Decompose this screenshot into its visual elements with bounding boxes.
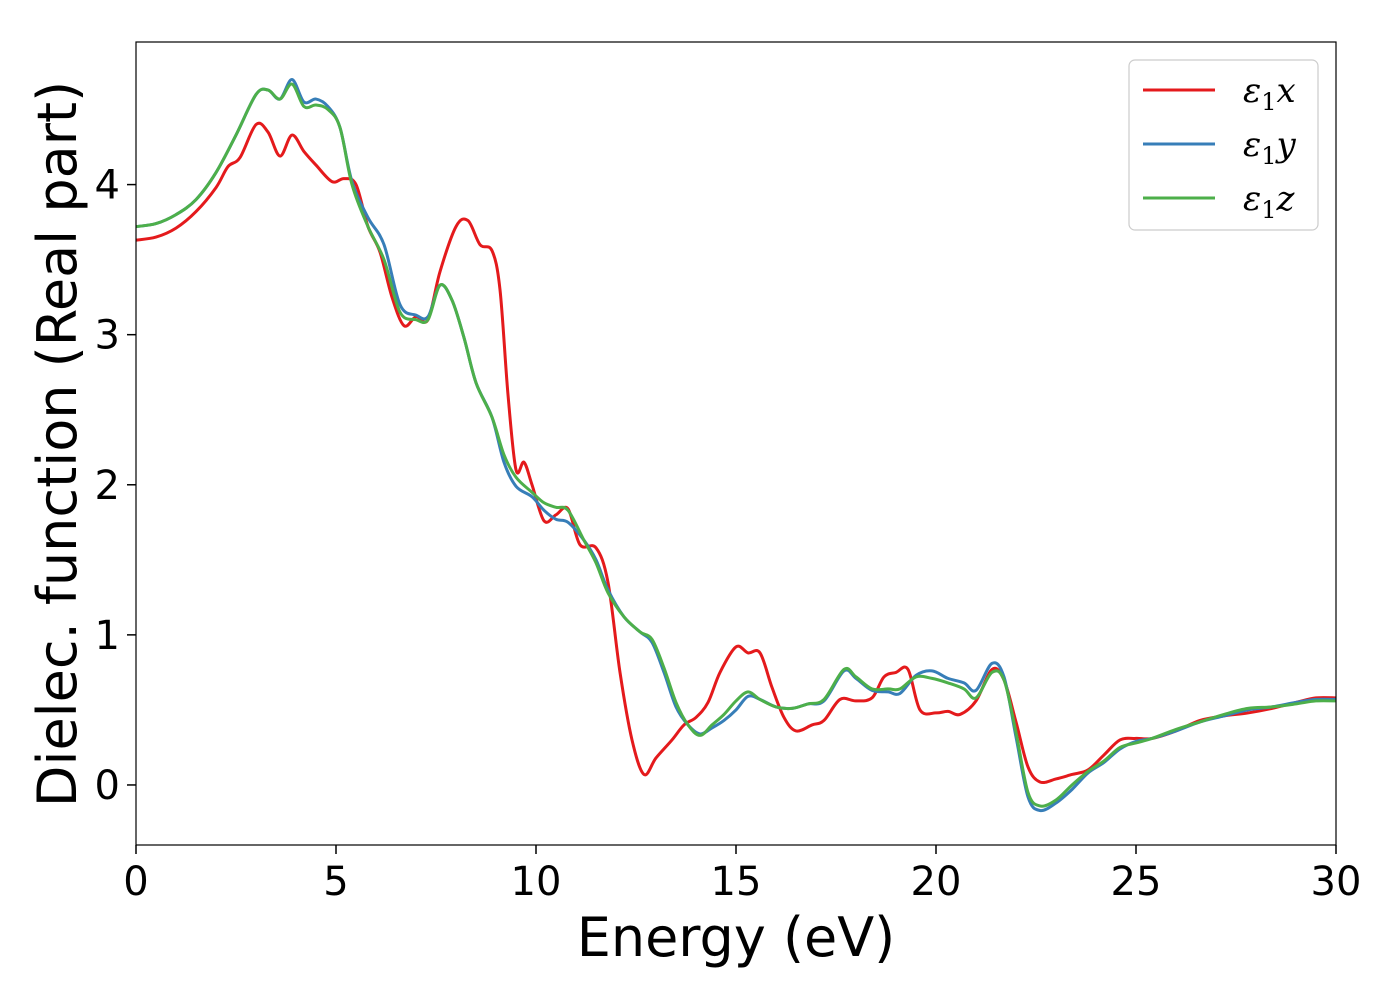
- y-axis-title: Dielec. function (Real part): [26, 81, 89, 807]
- x-tick-label: 30: [1311, 859, 1362, 905]
- legend-label-y: ε1y: [1243, 125, 1297, 170]
- x-tick-label: 10: [511, 859, 562, 905]
- x-tick-label: 15: [711, 859, 762, 905]
- series-line-z: [136, 82, 1336, 808]
- legend: ε1x ε1y ε1z: [1128, 59, 1319, 231]
- series-layer: [136, 78, 1336, 813]
- x-tick-label: 20: [911, 859, 962, 905]
- y-tick-label: 0: [95, 763, 120, 809]
- y-tick-label: 3: [95, 313, 120, 359]
- legend-frame: [1128, 59, 1319, 231]
- y-tick-label: 2: [95, 463, 120, 509]
- legend-label-z: ε1z: [1243, 179, 1296, 224]
- legend-label-x: ε1x: [1243, 71, 1296, 116]
- y-axis: 0 1 2 3 4: [95, 163, 136, 809]
- x-tick-label: 5: [323, 859, 348, 905]
- x-axis-title: Energy (eV): [577, 906, 896, 969]
- x-tick-label: 0: [123, 859, 148, 905]
- y-tick-label: 1: [95, 613, 120, 659]
- series-line-x: [136, 121, 1336, 785]
- x-axis: 0 5 10 15 20 25 30: [123, 845, 1361, 905]
- x-tick-label: 25: [1111, 859, 1162, 905]
- y-tick-label: 4: [95, 163, 120, 209]
